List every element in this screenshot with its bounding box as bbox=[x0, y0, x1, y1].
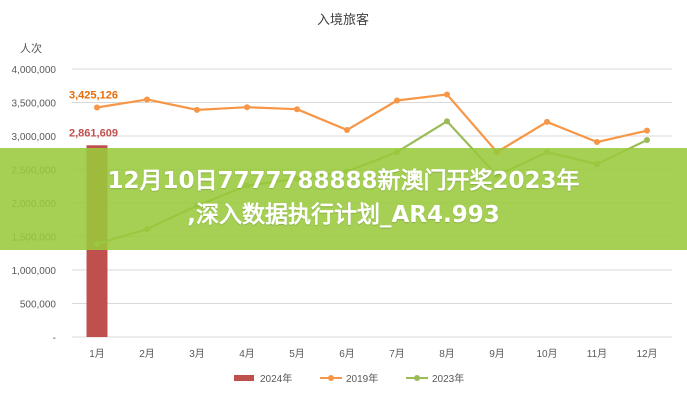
data-label: 3,425,126 bbox=[69, 90, 118, 102]
point-2019年 bbox=[344, 126, 350, 133]
x-tick-label: 4月 bbox=[239, 348, 255, 360]
y-tick-label: 3,500,000 bbox=[12, 99, 57, 110]
y-tick-label: 1,000,000 bbox=[12, 266, 57, 277]
point-2019年 bbox=[444, 91, 450, 98]
x-tick-label: 2月 bbox=[139, 348, 155, 360]
data-label: 2,861,609 bbox=[69, 127, 118, 139]
line-series-2019年 bbox=[96, 93, 648, 154]
x-tick-label: 3月 bbox=[189, 348, 205, 360]
point-2019年 bbox=[544, 118, 550, 125]
x-tick-label: 6月 bbox=[339, 348, 355, 360]
overlay-line-2: ,深入数据执行计划_AR4.993 bbox=[187, 202, 500, 228]
point-2019年 bbox=[294, 106, 300, 113]
point-2019年 bbox=[594, 139, 600, 146]
point-2019年 bbox=[94, 104, 100, 111]
y-tick-label: 500,000 bbox=[20, 300, 57, 311]
legend-label: 2023年 bbox=[432, 372, 464, 385]
y-axis-label: 人次 bbox=[20, 41, 42, 55]
x-tick-label: 12月 bbox=[636, 348, 657, 360]
point-2019年 bbox=[144, 96, 150, 103]
point-2019年 bbox=[194, 106, 200, 113]
x-tick-label: 8月 bbox=[439, 348, 455, 360]
y-tick-label: - bbox=[53, 333, 56, 344]
x-tick-label: 5月 bbox=[289, 348, 305, 360]
point-2023年 bbox=[644, 137, 650, 144]
y-tick-label: 4,000,000 bbox=[12, 65, 57, 76]
x-tick-label: 11月 bbox=[587, 348, 607, 360]
legend-marker bbox=[414, 375, 420, 381]
x-tick-label: 7月 bbox=[389, 348, 405, 360]
legend-marker bbox=[328, 375, 334, 381]
overlay-banner: 12月10日7777788888新澳门开奖2023年 ,深入数据执行计划_AR4… bbox=[0, 148, 687, 250]
legend-label: 2024年 bbox=[260, 372, 292, 385]
x-tick-label: 1月 bbox=[89, 348, 105, 360]
legend-label: 2019年 bbox=[346, 372, 378, 385]
point-2019年 bbox=[244, 104, 250, 111]
x-tick-label: 9月 bbox=[489, 348, 505, 360]
chart-title: 入境旅客 bbox=[317, 12, 369, 27]
point-2019年 bbox=[644, 127, 650, 134]
point-2023年 bbox=[444, 118, 450, 125]
point-2019年 bbox=[394, 97, 400, 104]
y-tick-label: 3,000,000 bbox=[12, 132, 57, 143]
legend-swatch bbox=[234, 375, 254, 381]
x-tick-label: 10月 bbox=[536, 348, 557, 360]
overlay-line-1: 12月10日7777788888新澳门开奖2023年 bbox=[107, 168, 580, 194]
